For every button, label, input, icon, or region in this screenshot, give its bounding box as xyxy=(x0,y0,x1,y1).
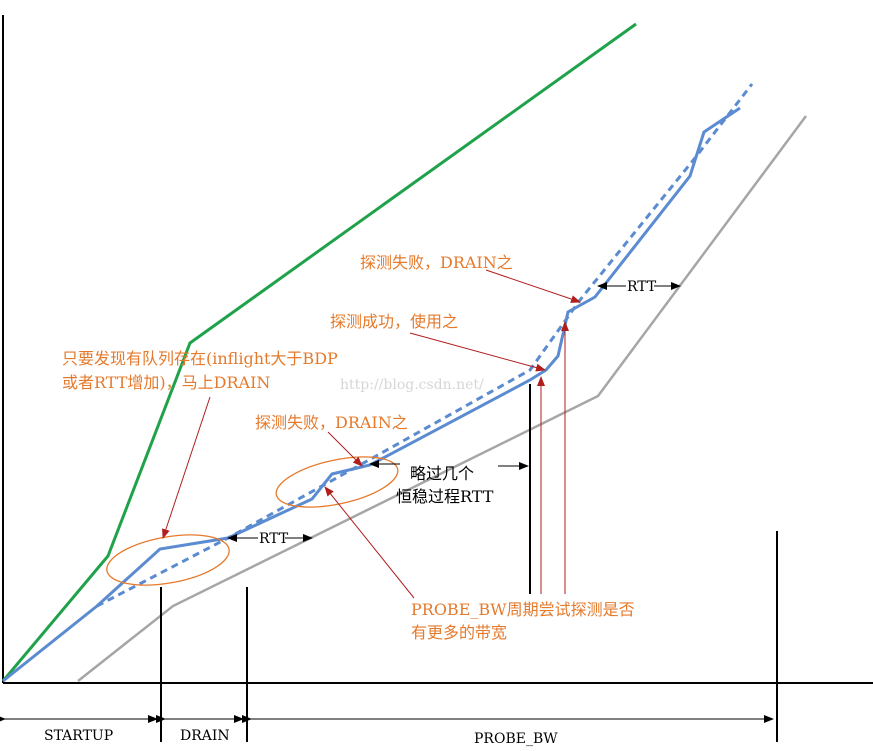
blue-dashed-curve xyxy=(96,83,754,608)
probe-success-label: 探测成功，使用之 xyxy=(330,312,458,331)
probe-fail-1-label: 探测失败，DRAIN之 xyxy=(360,253,513,272)
probe-cycle-line2: 有更多的带宽 xyxy=(411,623,507,642)
drain-note-line2: 或者RTT增加)，马上DRAIN xyxy=(62,373,270,392)
phase-drain-label: DRAIN xyxy=(180,728,230,744)
rtt-label-2: RTT xyxy=(627,279,657,295)
watermark: http://blog.csdn.net/ xyxy=(340,377,484,393)
probe-success-arrow xyxy=(409,332,546,372)
drain-note-line1: 只要发现有队列存在(inflight大于BDP xyxy=(62,349,338,368)
phase-startup-label: STARTUP xyxy=(44,728,113,744)
blue-solid-curve xyxy=(2,106,741,683)
probe-fail-ellipse xyxy=(275,456,399,508)
skip-label-line1: 略过几个 xyxy=(410,464,474,483)
phase-probe-bw-label: PROBE_BW xyxy=(474,731,558,747)
probe-fail-1-arrow xyxy=(485,269,581,303)
gray-curve xyxy=(77,115,808,682)
probe-fail-2-label: 探测失败，DRAIN之 xyxy=(255,413,408,432)
green-curve xyxy=(1,22,637,682)
probe-fail-2-arrow xyxy=(327,431,363,467)
skip-label-line2: 恒稳过程RTT xyxy=(396,487,494,506)
probe-cycle-line1: PROBE_BW周期尝试探测是否 xyxy=(411,600,635,619)
drain-note-arrow xyxy=(162,396,211,539)
probe-cycle-arrow-a xyxy=(324,486,415,599)
rtt-label-1: RTT xyxy=(259,531,289,547)
